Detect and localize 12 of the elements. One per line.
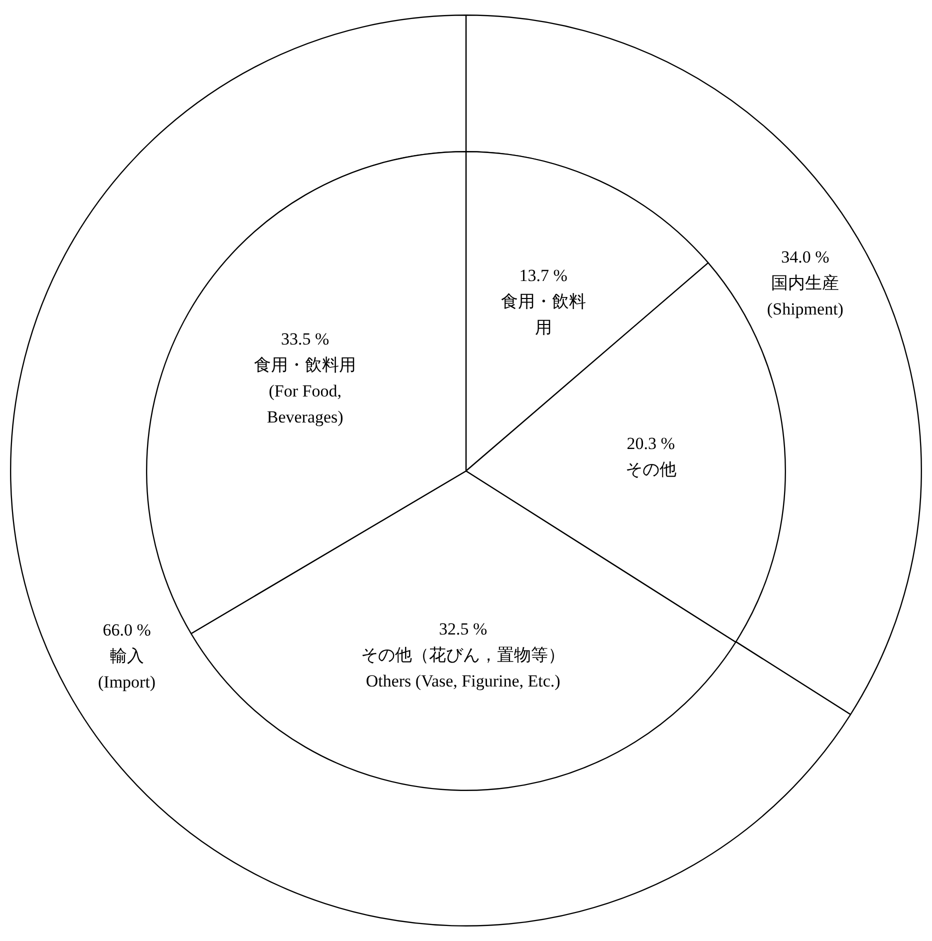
slice-label: その他: [625, 460, 676, 480]
data-label: 20.3 %: [626, 434, 675, 454]
data-label: 13.7 %: [519, 266, 568, 286]
slice-label: 食用・飲料用: [500, 292, 586, 338]
data-label: 32.5 %: [439, 620, 488, 639]
slice-label: その他（花びん，置物等） Others (Vase, Figurine, Etc.): [361, 646, 566, 691]
slice-label: 国内生産 (Shipment): [766, 273, 844, 318]
data-label: 33.5 %: [281, 330, 330, 349]
slice-label: 食用・飲料用 (For Food, Beverages): [254, 356, 356, 427]
data-label: 66.0 %: [102, 620, 151, 640]
data-label: 34.0 %: [781, 247, 830, 266]
slice-label: 輸入 (Import): [98, 646, 156, 692]
